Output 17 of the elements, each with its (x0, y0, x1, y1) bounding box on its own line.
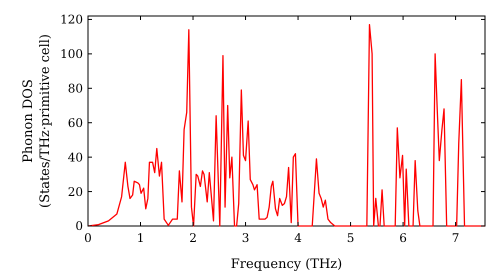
y-tick-label: 120 (60, 12, 83, 27)
x-tick-label: 5 (346, 231, 354, 245)
y-axis-title: Phonon DOS (States/THz·primitive cell) (21, 34, 53, 208)
y-tick-label: 100 (60, 47, 83, 62)
y-tick-label: 20 (68, 184, 83, 199)
x-tick-label: 2 (189, 231, 197, 245)
y-tick-label: 40 (68, 150, 83, 164)
x-tick-label: 3 (242, 231, 250, 245)
y-tick-label: 0 (75, 219, 83, 234)
x-tick-label: 7 (452, 231, 460, 245)
x-tick-label: 6 (399, 231, 407, 245)
x-tick-label: 4 (294, 231, 302, 245)
x-tick-label: 0 (84, 231, 92, 245)
x-tick-label: 1 (136, 231, 144, 245)
y-tick-label: 60 (68, 116, 83, 130)
y-tick-label: 80 (68, 81, 83, 96)
x-axis-title: Frequency (THz) (230, 257, 342, 272)
